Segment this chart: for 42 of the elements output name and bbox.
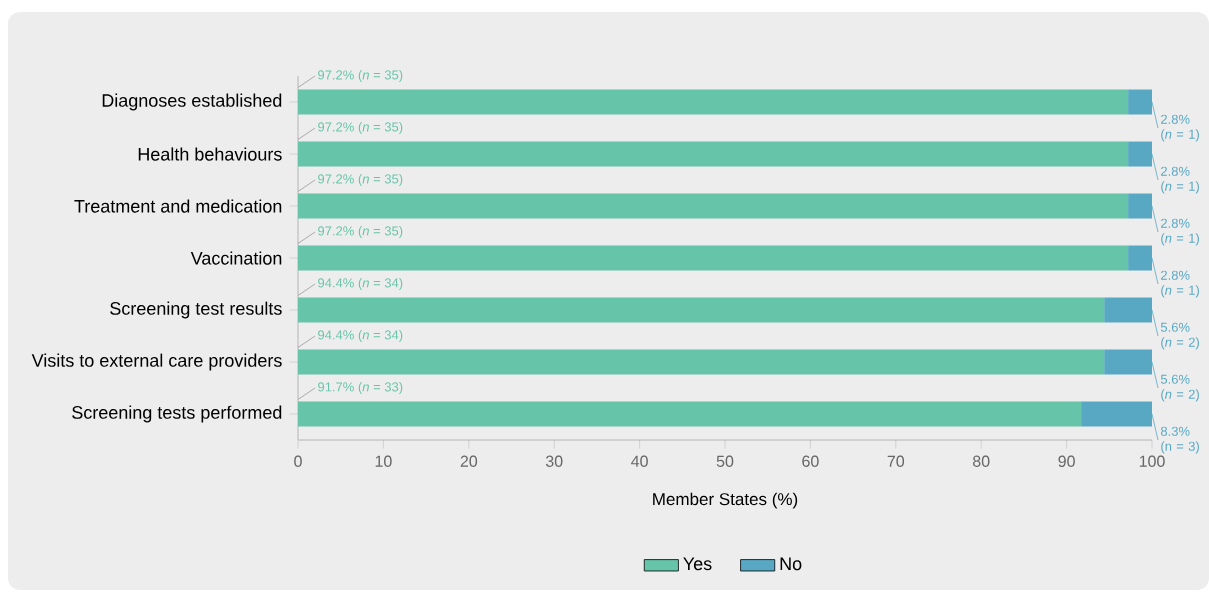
x-tick-label: 50 — [716, 455, 734, 467]
bar — [298, 349, 1105, 375]
data-label: 94.4% (n = 34) — [318, 329, 403, 343]
data-label: 97.2% (n = 35) — [318, 225, 403, 239]
data-label: 2.8% (n = 1) — [1161, 166, 1199, 194]
data-label: 97.2% (n = 35) — [318, 69, 403, 83]
x-tick-label: 90 — [1058, 455, 1075, 467]
y-tick-label: Screening tests performed — [72, 405, 282, 423]
y-tick-label: Visits to external care providers — [31, 353, 282, 371]
x-tick-label: 30 — [545, 455, 563, 467]
data-label: 97.2% (n = 35) — [318, 121, 403, 135]
data-label: 2.8% (n = 1) — [1161, 114, 1199, 142]
x-tick-label: 0 — [294, 455, 302, 467]
x-tick-label: 20 — [460, 455, 478, 467]
y-tick-label: Treatment and medication — [74, 199, 282, 213]
bar — [298, 297, 1105, 323]
bar — [298, 193, 1129, 219]
bar — [298, 141, 1129, 167]
data-label: 91.7% (n = 33) — [318, 381, 403, 395]
x-tick-label: 60 — [802, 455, 819, 467]
y-tick-label: Diagnoses established — [102, 93, 282, 111]
bar — [298, 89, 1129, 115]
x-tick-label: 70 — [887, 455, 905, 467]
data-label: 5.6% (n = 2) — [1160, 322, 1199, 350]
y-tick-label: Vaccination — [190, 251, 282, 265]
data-label: 2.8% (n = 1) — [1161, 270, 1199, 298]
data-label: 97.2% (n = 35) — [318, 173, 403, 187]
x-tick-label: 40 — [631, 455, 648, 467]
x-tick-label: 80 — [973, 455, 990, 467]
legend-label: Yes — [683, 557, 712, 571]
data-label: 5.6% (n = 2) — [1160, 374, 1199, 402]
x-tick-label: 10 — [375, 455, 392, 467]
legend-label: No — [780, 557, 802, 571]
bar — [298, 245, 1129, 271]
data-label: 8.3% (n = 3) — [1160, 426, 1199, 454]
y-tick-label: Health behaviours — [138, 147, 282, 161]
bar — [298, 401, 1082, 427]
x-tick-label: 100 — [1139, 455, 1165, 467]
data-label: 2.8% (n = 1) — [1161, 218, 1199, 246]
data-label: 94.4% (n = 34) — [318, 277, 403, 291]
x-axis-title: Member States (%) — [653, 492, 798, 509]
y-tick-label: Screening test results — [110, 301, 282, 319]
